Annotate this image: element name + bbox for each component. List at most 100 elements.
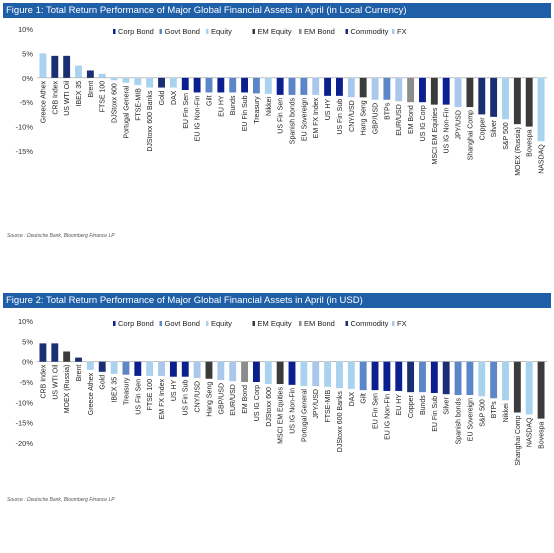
category-label: EM Bond: [242, 385, 249, 414]
legend-label-corp-bond: Corp Bond: [118, 319, 154, 328]
category-label: EU Sovereign: [467, 398, 474, 441]
category-label: DJStoxx 600 Banks: [147, 90, 154, 152]
bar-ftse-mib: [324, 361, 332, 387]
y-tick-label: 10%: [18, 25, 33, 34]
figure-2-chart: 10% 5% 0% -5% -10% -15% -20% CRB Index US WTI Oi…: [15, 317, 547, 466]
bar-us-wti-oil: [63, 55, 71, 78]
bar-s-p-500: [502, 77, 509, 120]
category-label: BTPs: [491, 401, 498, 419]
category-label: Bunds: [420, 395, 427, 415]
bar-gilt: [205, 77, 213, 93]
bar-btps: [490, 361, 498, 399]
category-label: US WTI Oil: [52, 364, 59, 399]
legend-swatch-em-bond: [299, 29, 302, 34]
bar-em-fx-index: [158, 361, 165, 376]
bar-nasdaq: [525, 361, 533, 415]
legend-swatch-corp-bond: [113, 321, 116, 326]
category-label: S&P 500: [503, 122, 510, 150]
bar-treasury: [122, 361, 130, 375]
bar-bunds: [419, 361, 426, 393]
legend-swatch-govt-bond: [159, 321, 162, 326]
category-label: MOEX (Russia): [64, 365, 71, 414]
legend-swatch-corp-bond: [113, 29, 116, 34]
bar-us-hy: [169, 361, 177, 377]
category-label: Treasury: [254, 96, 261, 124]
bar-us-wti-oil: [51, 343, 59, 362]
bar-jpy-usd: [454, 77, 462, 108]
category-label: EM Bond: [408, 105, 415, 134]
bar-ftse-100: [98, 73, 106, 78]
category-label: GBP/USD: [218, 383, 225, 415]
bar-brent: [86, 70, 94, 78]
category-label: BTPs: [384, 102, 391, 120]
category-label: Silver: [444, 397, 451, 415]
figure-1-chart: 10% 5% 0% -5% -10% -15% Greece Athex CRB Index U…: [15, 25, 547, 176]
category-label: DJStoxx 600: [266, 387, 273, 427]
figure-1-panel: Figure 1: Total Return Performance of Ma…: [3, 3, 551, 243]
bar-nikkei: [264, 77, 272, 94]
bar-dax: [347, 361, 355, 389]
category-label: US WTI Oil: [64, 80, 71, 115]
bar-bovespa: [537, 361, 545, 419]
category-label: US Fin Sub: [337, 99, 344, 135]
bar-brent: [75, 357, 82, 362]
category-label: EU Fin Sen: [373, 393, 380, 429]
category-label: EU Fin Sen: [183, 93, 190, 129]
bar-copper: [478, 77, 486, 115]
bar-silver: [442, 361, 450, 395]
category-label: EM FX Index: [313, 97, 320, 138]
bar-msci-em-equities: [276, 361, 284, 385]
category-label: Spanish bonds: [456, 398, 463, 445]
bar-moex-russia: [513, 77, 521, 125]
y-tick-label: -15%: [15, 147, 33, 156]
category-label: Shanghai Comp: [467, 110, 474, 160]
category-label: EU HY: [218, 95, 225, 117]
bar-treasury: [252, 77, 260, 94]
category-label: EU IG Non-Fin: [384, 394, 391, 440]
bar-btps: [383, 77, 391, 100]
category-label: Bunds: [230, 95, 237, 115]
bar-djstoxx-600: [264, 361, 272, 385]
category-label: MSCI EM Equities: [278, 387, 285, 444]
bar-dax: [169, 77, 177, 88]
bar-eu-hy: [217, 77, 225, 93]
bar-us-fin-sub: [181, 361, 189, 377]
legend-label-govt-bond: Govt Bond: [165, 319, 200, 328]
category-label: DJStoxx 600 Banks: [337, 391, 344, 453]
category-label: Portugal General: [123, 85, 130, 138]
category-label: US IG Non-Fin: [290, 388, 297, 434]
category-label: US HY: [325, 99, 332, 121]
y-tick-label: 0%: [22, 358, 33, 367]
category-label: Copper: [408, 395, 415, 419]
bar-ftse-100: [146, 361, 154, 376]
legend-swatch-fx: [392, 321, 395, 326]
category-label: Brent: [88, 81, 95, 98]
bar-copper: [407, 361, 415, 393]
legend-swatch-commodity: [345, 321, 348, 326]
bar-cny-usd: [347, 77, 355, 98]
bar-eu-ig-non-fin: [383, 361, 391, 391]
category-label: Hang Seng: [361, 100, 368, 135]
category-label: CRB Index: [52, 80, 59, 114]
bar-moex-russia: [63, 351, 71, 362]
category-label: DAX: [171, 90, 178, 105]
category-label: Gilt: [361, 393, 368, 404]
category-label: DAX: [349, 392, 356, 407]
bar-us-ig-non-fin: [288, 361, 296, 385]
category-label: Treasury: [123, 377, 130, 405]
legend-swatch-commodity: [345, 29, 348, 34]
category-label: Greece Athex: [88, 372, 95, 415]
figure-1-title: Figure 1: Total Return Performance of Ma…: [3, 3, 551, 18]
y-tick-label: 5%: [22, 337, 33, 346]
category-label: FTSE-MIB: [135, 88, 142, 121]
category-label: DJStoxx 600: [112, 83, 119, 123]
legend-label-commodity: Commodity: [351, 319, 389, 328]
legend-label-em-bond: EM Bond: [304, 27, 335, 36]
category-label: FTSE 100: [100, 81, 107, 113]
bar-portugal-general: [122, 77, 130, 83]
legend-label-fx: FX: [397, 319, 407, 328]
legend-label-em-equity: EM Equity: [258, 27, 292, 36]
category-label: MSCI EM Equities: [432, 107, 439, 164]
bar-crb-index: [39, 343, 47, 362]
category-label: JPY/USD: [456, 110, 463, 140]
